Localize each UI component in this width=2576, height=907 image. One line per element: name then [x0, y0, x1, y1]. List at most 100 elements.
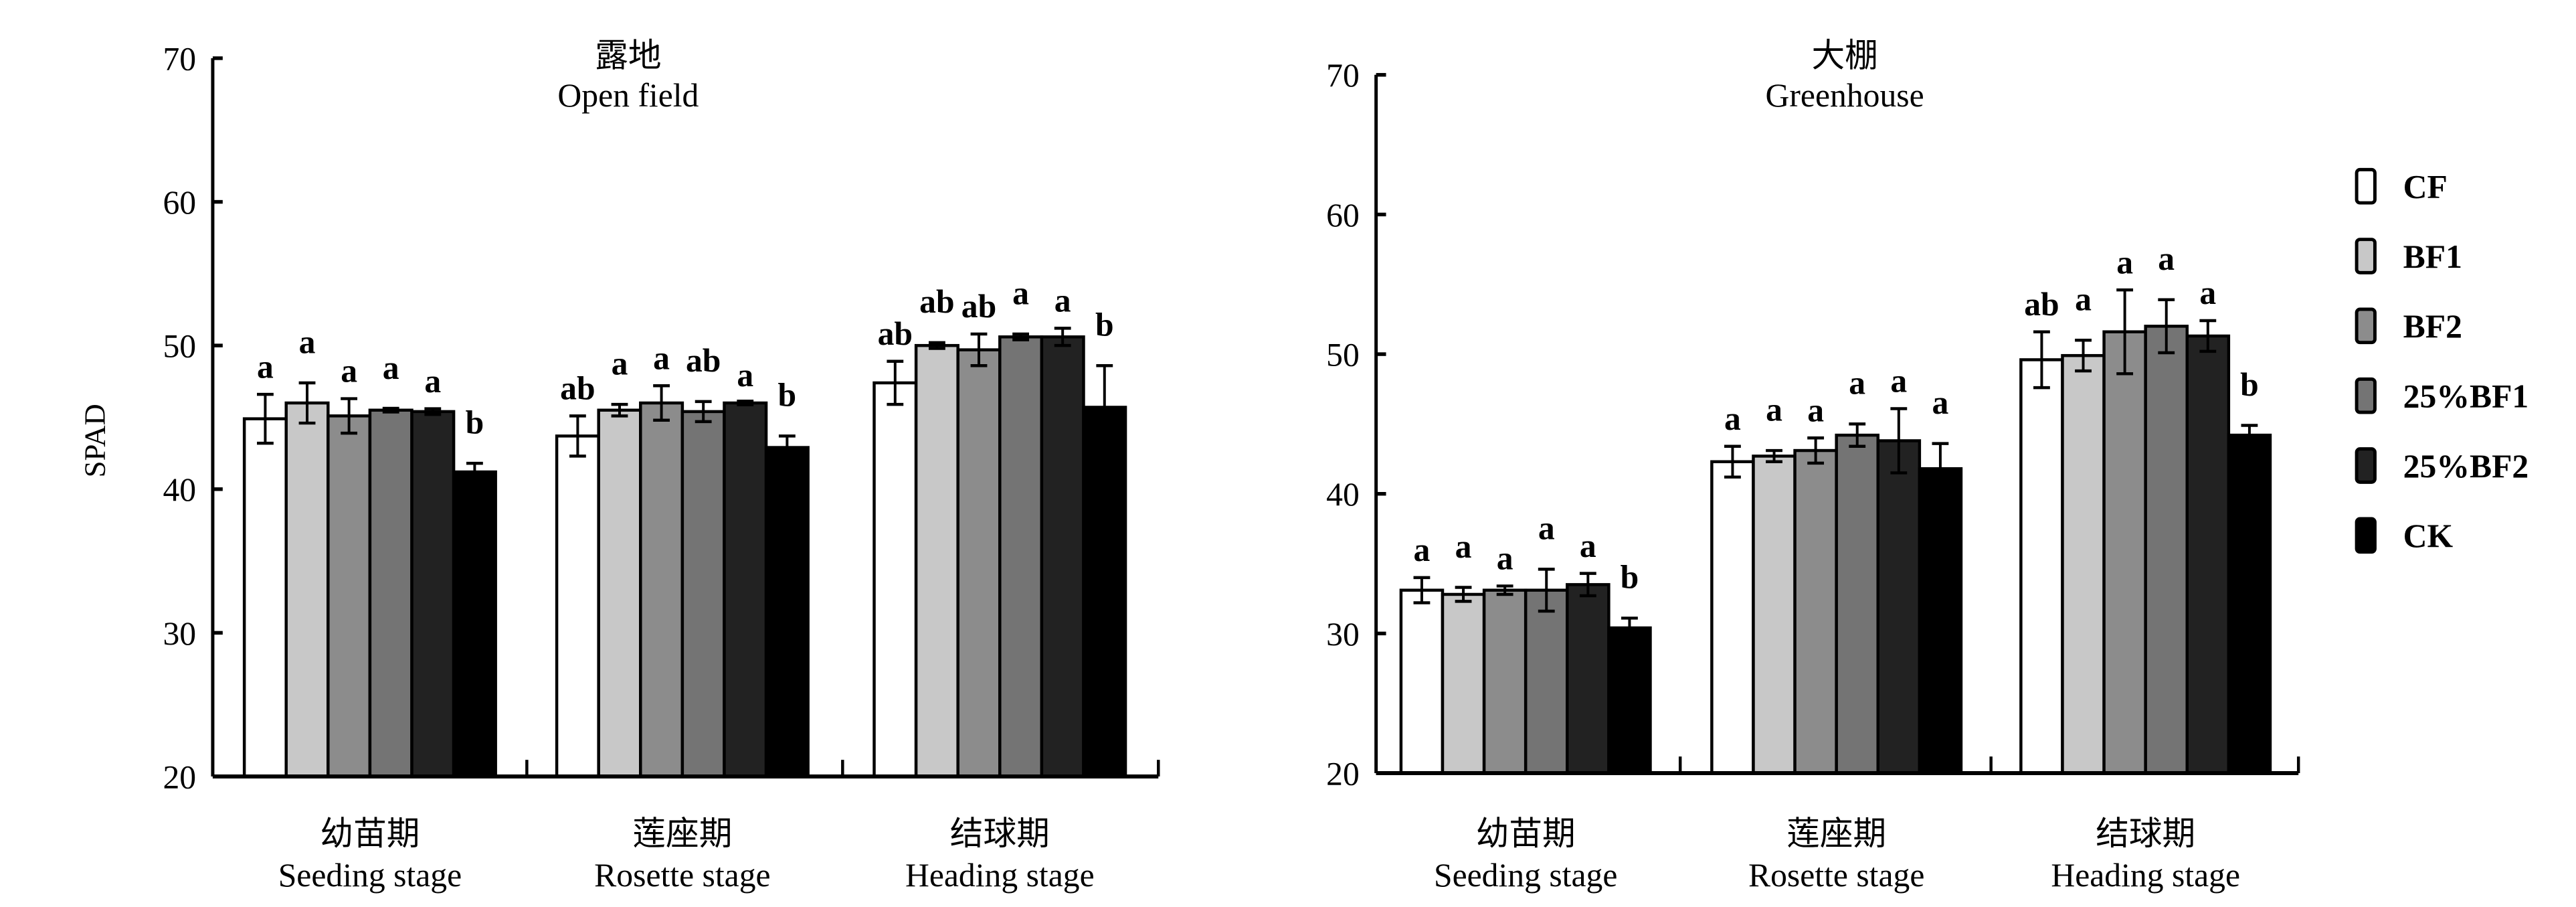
significance-letter: a: [612, 345, 628, 382]
bar-bf1: [1441, 592, 1486, 775]
y-tick-label: 50: [163, 328, 196, 365]
bar-ck: [764, 446, 810, 778]
significance-letter: a: [1455, 528, 1472, 565]
error-bar: [382, 406, 399, 414]
bar-bf2: [1482, 588, 1528, 775]
bar-cf: [872, 381, 918, 778]
significance-letter: ab: [919, 283, 954, 320]
bar-25pctbf2: [1876, 439, 1922, 775]
x-category-label-zh: 莲座期: [632, 815, 732, 852]
significance-letter: ab: [961, 288, 996, 325]
significance-letter: a: [1580, 527, 1596, 564]
bar-bf1: [1752, 455, 1797, 775]
significance-letter: a: [1012, 274, 1029, 311]
y-tick-label: 40: [1326, 476, 1360, 513]
legend-label: CF: [2403, 169, 2448, 205]
chart-title: Greenhouse: [1766, 77, 1924, 114]
significance-letter: a: [2158, 240, 2175, 277]
chart-title-zh: 露地: [595, 37, 661, 74]
bar-25pctbf1: [998, 335, 1044, 778]
significance-letter: b: [2240, 366, 2259, 403]
bar-cf: [2019, 358, 2064, 775]
chart-title-zh: 大棚: [1811, 37, 1877, 74]
significance-letter: b: [466, 404, 484, 440]
legend: CF BF1 BF2 25%BF1 25%BF2 CK: [2355, 167, 2529, 554]
significance-letter: a: [1849, 365, 1865, 402]
x-category-label: Heading stage: [905, 857, 1095, 894]
significance-letter: ab: [560, 369, 595, 406]
significance-letter: a: [383, 349, 399, 386]
bar-cf: [555, 434, 600, 778]
significance-letter: ab: [2024, 286, 2059, 323]
significance-letter: b: [1095, 307, 1114, 343]
bar-ck: [452, 470, 497, 778]
significance-letter: a: [299, 323, 316, 360]
y-tick-label: 60: [163, 184, 196, 221]
y-tick-label: 40: [163, 471, 196, 508]
bar-25pctbf2: [1566, 583, 1611, 775]
legend-swatch: [2355, 167, 2377, 205]
legend-label: 25%BF2: [2403, 448, 2529, 485]
bar-25pctbf2: [410, 410, 456, 778]
bar-ck: [2227, 433, 2272, 775]
significance-letter: a: [1414, 531, 1431, 568]
significance-letter: a: [1497, 540, 1513, 577]
bar-25pctbf2: [723, 401, 768, 778]
bar-bf2: [1793, 448, 1838, 775]
significance-letter: a: [2116, 244, 2133, 280]
legend-label: 25%BF1: [2403, 378, 2529, 415]
y-tick-label: 20: [163, 758, 196, 795]
legend-swatch: [2355, 307, 2377, 345]
legend-swatch: [2355, 377, 2377, 414]
significance-letter: a: [341, 353, 357, 390]
x-category-label-zh: 幼苗期: [1476, 815, 1576, 852]
y-tick-label: 70: [163, 40, 196, 77]
bar-25pctbf1: [2144, 325, 2189, 775]
bar-bf1: [2061, 353, 2106, 775]
bar-bf1: [597, 408, 642, 778]
bar-bf2: [956, 348, 1002, 778]
x-category-label: Heading stage: [2051, 857, 2240, 894]
x-category-label: Seeding stage: [278, 857, 462, 894]
y-tick-label: 70: [1326, 57, 1360, 94]
legend-swatch: [2355, 447, 2377, 484]
legend-swatch: [2355, 238, 2377, 274]
bar-25pctbf1: [368, 408, 413, 778]
significance-letter: a: [257, 348, 274, 385]
bar-bf1: [914, 343, 959, 778]
x-category-label-zh: 结球期: [2096, 815, 2195, 852]
bar-bf1: [284, 401, 330, 778]
bar-25pctbf1: [1524, 588, 1569, 775]
significance-letter: a: [653, 339, 670, 376]
bar-bf2: [327, 414, 372, 778]
x-category-label: Rosette stage: [594, 857, 770, 894]
y-tick-label: 30: [163, 615, 196, 652]
bar-25pctbf1: [1835, 433, 1880, 775]
y-tick-label: 20: [1326, 755, 1360, 792]
bar-25pctbf2: [2185, 334, 2231, 775]
x-category-label: Rosette stage: [1748, 857, 1924, 894]
y-tick-label: 50: [1326, 336, 1360, 373]
bar-ck: [1607, 626, 1652, 775]
bar-ck: [1918, 467, 1963, 775]
significance-letter: a: [424, 363, 441, 400]
x-category-label: Seeding stage: [1434, 857, 1617, 894]
bar-bf2: [2102, 330, 2147, 775]
x-category-label-zh: 莲座期: [1786, 815, 1886, 852]
significance-letter: a: [2075, 281, 2092, 318]
bar-cf: [1399, 588, 1445, 775]
significance-letter: ab: [686, 342, 721, 379]
significance-letter: a: [2199, 274, 2216, 311]
significance-letter: a: [1890, 363, 1907, 400]
bar-bf2: [639, 401, 684, 778]
y-axis-label: SPAD: [78, 404, 111, 477]
bar-25pctbf1: [680, 410, 726, 778]
y-tick-label: 30: [1326, 616, 1360, 653]
x-category-label-zh: 结球期: [950, 815, 1050, 852]
legend-label: CK: [2403, 517, 2454, 554]
significance-letter: b: [1621, 559, 1639, 596]
legend-label: BF2: [2403, 308, 2462, 345]
